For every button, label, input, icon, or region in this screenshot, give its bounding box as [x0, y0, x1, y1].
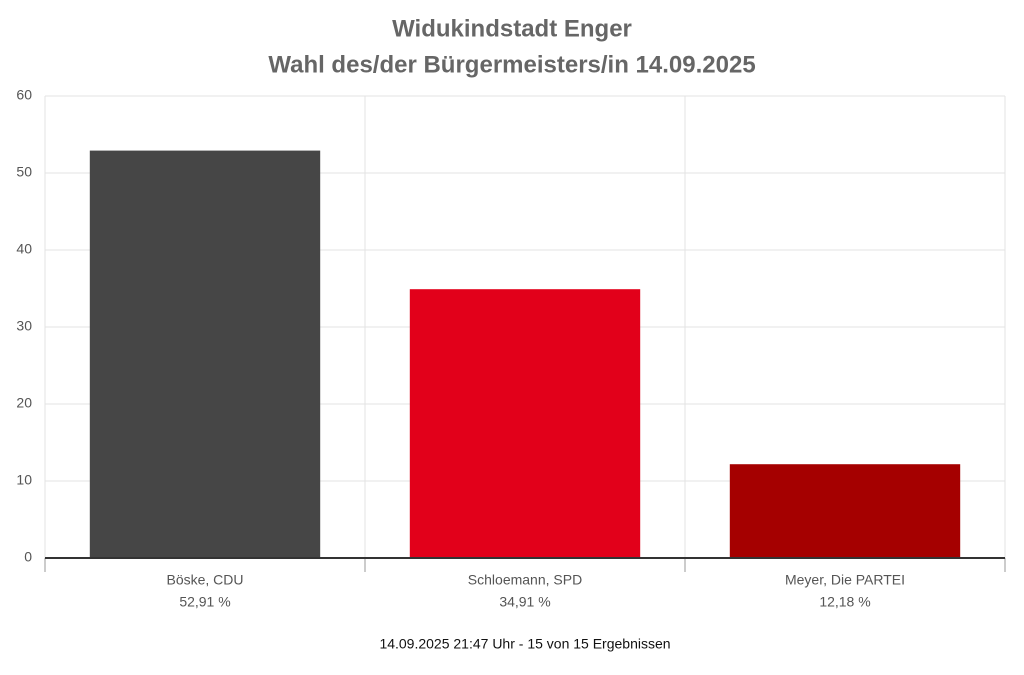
y-tick-label: 20 — [16, 395, 32, 411]
value-label: 52,91 % — [179, 594, 230, 610]
value-label: 34,91 % — [499, 594, 550, 610]
chart-subtitle: Wahl des/der Bürgermeisters/in 14.09.202… — [268, 51, 755, 78]
x-tick-label: Schloemann, SPD — [468, 572, 582, 588]
y-tick-label: 30 — [16, 318, 32, 334]
y-tick-label: 60 — [16, 87, 32, 103]
value-label: 12,18 % — [819, 594, 870, 610]
y-tick-label: 0 — [24, 549, 32, 565]
footnote: 14.09.2025 21:47 Uhr - 15 von 15 Ergebni… — [379, 636, 670, 652]
x-tick-label: Böske, CDU — [166, 572, 243, 588]
y-tick-label: 10 — [16, 472, 32, 488]
bar — [89, 150, 321, 558]
x-tick-label: Meyer, Die PARTEI — [785, 572, 905, 588]
y-tick-label: 50 — [16, 164, 32, 180]
bar — [729, 464, 961, 558]
bar — [409, 289, 641, 558]
y-tick-label: 40 — [16, 241, 32, 257]
chart-title: Widukindstadt Enger — [392, 15, 632, 42]
